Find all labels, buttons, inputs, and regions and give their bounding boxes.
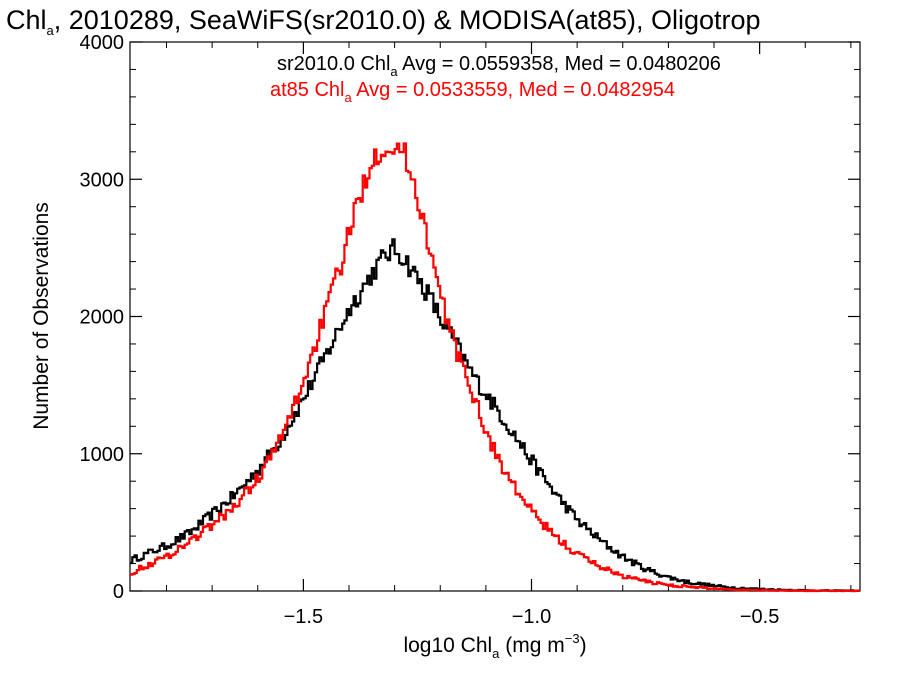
x-tick-label-1: −1.0 xyxy=(512,606,551,628)
series-layer xyxy=(130,142,860,593)
plot-frame xyxy=(129,41,861,592)
y-tick-label-2: 2000 xyxy=(80,307,125,329)
y-axis-label: Number of Observations xyxy=(30,202,53,430)
series-line-1 xyxy=(130,142,860,593)
series-line-0 xyxy=(130,238,860,593)
x-tick-label-0: −1.5 xyxy=(284,606,323,628)
x-tick-label-2: −0.5 xyxy=(740,606,779,628)
legend-entry-sr2010: sr2010.0 Chla Avg = 0.0559358, Med = 0.0… xyxy=(277,53,721,79)
y-tick-label-0: 0 xyxy=(113,581,124,603)
x-axis-label: log10 Chla (mg m−3) xyxy=(403,631,586,661)
legend-entry-at85: at85 Chla Avg = 0.0533559, Med = 0.04829… xyxy=(270,79,675,105)
chart-title: Chla, 2010289, SeaWiFS(sr2010.0) & MODIS… xyxy=(6,5,761,38)
y-tick-label-3: 3000 xyxy=(80,169,125,191)
y-tick-label-4: 4000 xyxy=(80,32,125,54)
axis-ticks: −1.5 −1.0 −0.5 0 1000 2000 3000 4000 xyxy=(80,32,860,628)
y-tick-label-1: 1000 xyxy=(80,444,125,466)
